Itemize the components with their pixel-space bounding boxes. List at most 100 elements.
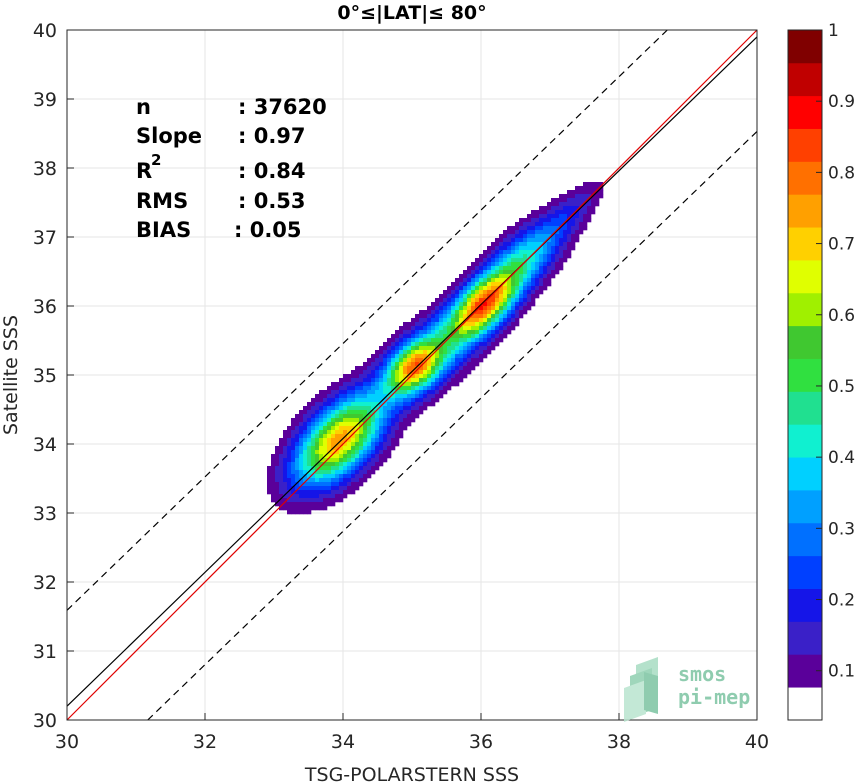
density-cell [511,314,516,319]
density-cell [351,374,356,379]
density-cell [323,398,328,403]
density-cell [271,462,276,467]
density-cell [403,410,408,415]
density-cell [335,426,340,431]
density-cell [351,490,356,495]
density-cell [467,366,472,371]
density-cell [511,282,516,287]
density-cell [595,182,600,187]
density-cell [355,438,360,443]
density-cell [491,262,496,267]
density-cell [599,190,604,195]
density-cell [427,382,432,387]
density-cell [403,414,408,419]
density-cell [399,382,404,387]
density-cell [339,406,344,411]
density-cell [303,498,308,503]
density-cell [347,434,352,439]
density-cell [499,330,504,335]
density-cell [435,322,440,327]
density-cell [347,410,352,415]
density-cell [359,378,364,383]
density-cell [463,286,468,291]
y-tick-label: 33 [33,503,57,525]
density-cell [391,382,396,387]
density-cell [359,410,364,415]
density-cell [551,262,556,267]
density-cell [531,262,536,267]
density-cell [299,426,304,431]
density-cell [343,458,348,463]
density-cell [299,486,304,491]
density-cell [359,390,364,395]
density-cell [571,230,576,235]
density-cell [447,290,452,295]
density-cell [387,406,392,411]
density-cell [471,346,476,351]
density-cell [507,294,512,299]
density-cell [411,334,416,339]
density-cell [447,354,452,359]
density-cell [571,218,576,223]
density-cell [339,386,344,391]
density-cell [291,474,296,479]
density-cell [555,206,560,211]
density-cell [371,402,376,407]
density-cell [331,474,336,479]
density-cell [539,262,544,267]
density-cell [583,218,588,223]
density-cell [467,338,472,343]
colorbar-band [788,325,822,359]
density-cell [567,250,572,255]
density-cell [411,318,416,323]
density-cell [315,466,320,471]
density-cell [459,334,464,339]
density-cell [503,322,508,327]
density-cell [487,246,492,251]
density-cell [487,350,492,355]
density-cell [403,378,408,383]
density-cell [507,274,512,279]
density-cell [379,418,384,423]
density-cell [415,378,420,383]
density-cell [427,370,432,375]
density-cell [423,386,428,391]
density-cell [515,298,520,303]
density-cell [523,218,528,223]
x-tick-label: 32 [193,731,217,753]
density-cell [583,222,588,227]
density-cell [459,358,464,363]
density-cell [367,382,372,387]
density-cell [335,486,340,491]
density-cell [503,286,508,291]
density-cell [347,462,352,467]
density-cell [507,246,512,251]
density-cell [339,490,344,495]
density-cell [495,334,500,339]
density-cell [311,426,316,431]
density-cell [347,478,352,483]
density-cell [339,390,344,395]
density-cell [415,414,420,419]
y-tick-label: 32 [33,572,57,594]
colorbar-frame [787,29,823,721]
density-cell [279,454,284,459]
density-cell [551,218,556,223]
density-cell [343,430,348,435]
density-cell [307,462,312,467]
density-cell [339,474,344,479]
density-cell [511,246,516,251]
density-cell [519,286,524,291]
density-cell [339,486,344,491]
density-cell [483,282,488,287]
density-cell [511,298,516,303]
density-cell [387,342,392,347]
density-cell [575,238,580,243]
density-cell [295,474,300,479]
density-cell [583,214,588,219]
density-cell [367,374,372,379]
density-cell [563,230,568,235]
density-cell [303,458,308,463]
density-cell [535,246,540,251]
density-cell [303,434,308,439]
